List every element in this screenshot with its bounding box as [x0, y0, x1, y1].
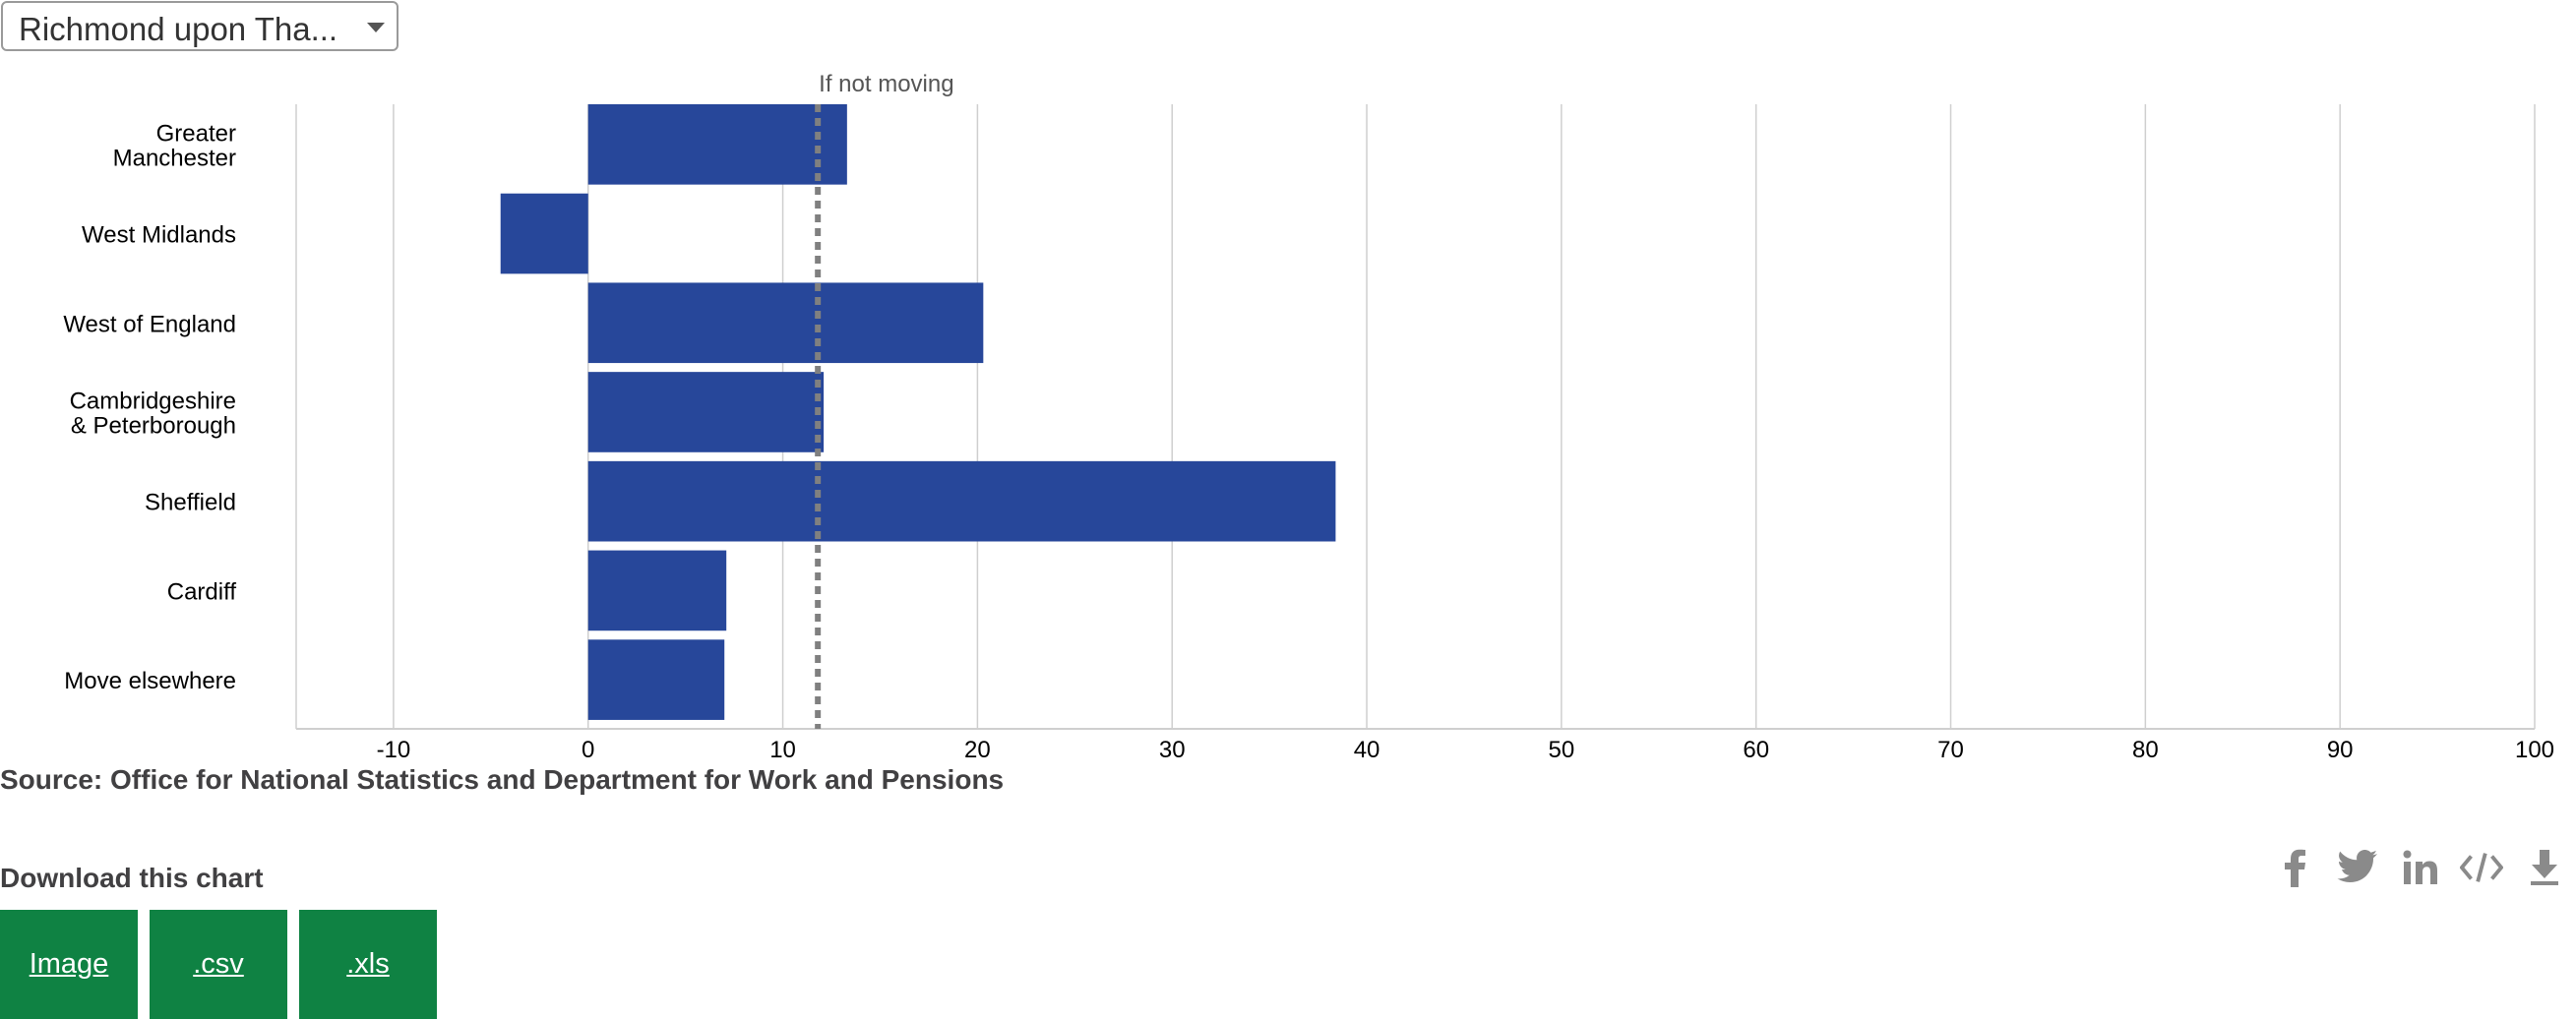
chevron-down-icon — [367, 23, 385, 32]
area-selector-dropdown[interactable]: Richmond upon Tha... — [1, 1, 399, 51]
download-heading: Download this chart — [0, 863, 264, 893]
x-tick-label: 100 — [2515, 737, 2554, 757]
bar — [587, 460, 1336, 542]
category-label: Move elsewhere — [64, 668, 236, 694]
x-tick-label: 60 — [1743, 737, 1769, 757]
category-label: Cambridgeshire — [70, 388, 236, 414]
chart-source: Source: Office for National Statistics a… — [0, 764, 1005, 795]
category-label: Sheffield — [145, 490, 236, 516]
bar — [587, 550, 727, 631]
category-label: Manchester — [113, 145, 236, 171]
bar — [587, 104, 847, 185]
download-xls-button[interactable]: .xls — [299, 910, 437, 1019]
x-tick-label: 80 — [2132, 737, 2159, 757]
reference-line-label: If not moving — [819, 71, 953, 97]
bar — [587, 282, 984, 364]
download-csv-button[interactable]: .csv — [150, 910, 287, 1019]
category-label: Greater — [156, 120, 236, 147]
linkedin-icon[interactable] — [2399, 846, 2442, 889]
x-tick-label: 50 — [1549, 737, 1575, 757]
bar — [500, 193, 588, 274]
category-label: West of England — [63, 311, 236, 337]
download-image-button[interactable]: Image — [0, 910, 138, 1019]
embed-icon[interactable] — [2460, 846, 2503, 889]
x-tick-label: 70 — [1937, 737, 1964, 757]
x-tick-label: -10 — [377, 737, 411, 757]
bar-chart: -10 0 10 20 30 40 50 60 70 80 90 100 GreaterManchest… — [63, 71, 2554, 757]
facebook-icon[interactable] — [2273, 846, 2316, 889]
download-icon[interactable] — [2523, 846, 2566, 889]
twitter-icon[interactable] — [2336, 846, 2379, 889]
bar — [587, 639, 725, 720]
x-tick-label: 30 — [1159, 737, 1186, 757]
bar — [587, 372, 825, 452]
x-tick-label: 40 — [1354, 737, 1380, 757]
category-label: West Midlands — [82, 222, 236, 249]
x-tick-label: 20 — [964, 737, 991, 757]
x-tick-label: 90 — [2327, 737, 2354, 757]
x-tick-label: 0 — [582, 737, 594, 757]
category-label: & Peterborough — [71, 412, 236, 439]
x-tick-label: 10 — [769, 737, 796, 757]
category-label: Cardiff — [167, 578, 237, 605]
area-selector-value: Richmond upon Tha... — [19, 11, 338, 47]
